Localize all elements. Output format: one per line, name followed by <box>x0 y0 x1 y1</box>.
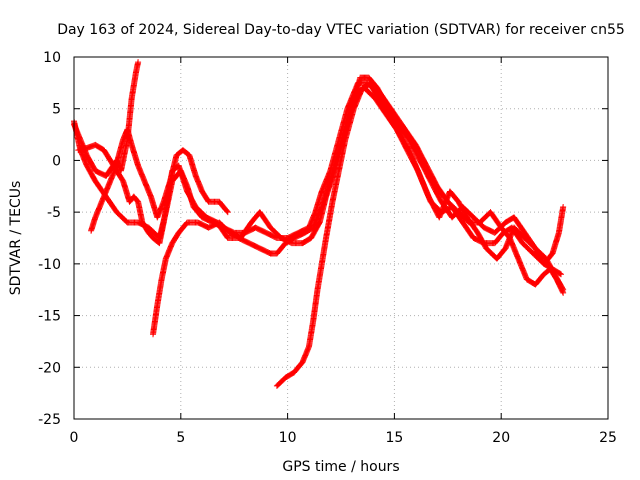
data-marks <box>71 59 567 389</box>
data-point <box>224 208 231 215</box>
series-track-f <box>273 79 567 389</box>
y-tick-label: 10 <box>43 50 61 66</box>
y-tick-labels: 10 5 0 -5 -10 -15 -20 -25 <box>38 50 61 428</box>
data-point <box>135 59 142 66</box>
data-point <box>560 203 567 210</box>
data-point <box>557 270 564 277</box>
y-tick-label: 5 <box>52 102 61 118</box>
series-track-b <box>71 79 567 267</box>
axis-ticks <box>73 56 609 420</box>
series-track-e <box>150 74 565 338</box>
y-tick-label: -5 <box>47 205 61 221</box>
x-tick-label: 0 <box>70 430 79 446</box>
y-tick-label: -25 <box>38 412 61 428</box>
y-tick-label: 0 <box>52 153 61 169</box>
data-point <box>560 289 567 296</box>
y-tick-label: -20 <box>38 360 61 376</box>
chart-title: Day 163 of 2024, Sidereal Day-to-day VTE… <box>57 22 625 38</box>
x-tick-labels: 0 5 10 15 20 25 <box>70 430 617 446</box>
x-tick-label: 10 <box>279 430 297 446</box>
y-tick-label: -15 <box>38 309 61 325</box>
data-point <box>224 209 231 216</box>
x-tick-label: 20 <box>492 430 510 446</box>
x-axis-label: GPS time / hours <box>282 459 399 475</box>
data-point <box>558 271 565 278</box>
series-track-a <box>71 59 142 179</box>
x-tick-label: 5 <box>176 430 185 446</box>
y-tick-label: -10 <box>38 257 61 273</box>
plot-frame <box>73 56 609 420</box>
x-tick-label: 15 <box>385 430 403 446</box>
x-tick-label: 25 <box>599 430 617 446</box>
series-track-d <box>88 126 231 234</box>
y-axis-label: SDTVAR / TECUs <box>8 181 24 296</box>
